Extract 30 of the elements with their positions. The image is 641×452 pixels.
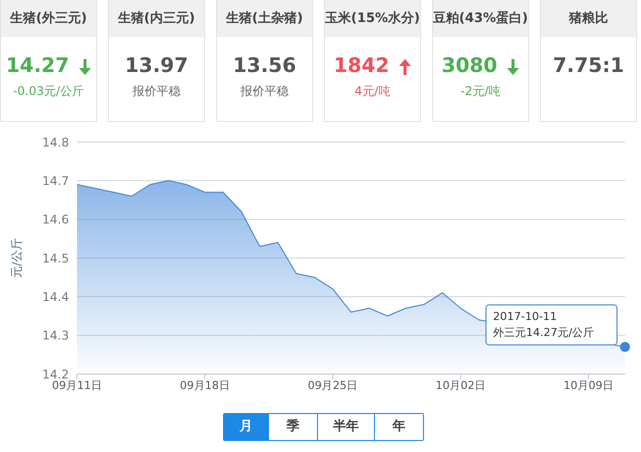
category-label: 生猪(内三元) bbox=[109, 0, 204, 37]
x-tick-label: 09月18日 bbox=[180, 378, 230, 392]
category-label: 猪粮比 bbox=[541, 0, 636, 37]
category-label: 生猪(土杂猪) bbox=[217, 0, 312, 37]
y-tick-label: 14.5 bbox=[42, 251, 69, 266]
text: 1842 4元/吨 bbox=[332, 53, 392, 100]
text: 季 bbox=[268, 414, 317, 440]
y-tick-label: 14.6 bbox=[42, 212, 69, 227]
y-tick-label: 14.3 bbox=[42, 328, 69, 343]
y-tick-label: 14.7 bbox=[42, 174, 69, 188]
category-label: 生猪(外三元) bbox=[1, 0, 96, 37]
text: 半年 bbox=[317, 414, 374, 440]
y-tick-label: 14.4 bbox=[42, 290, 69, 304]
category-label: 玉米(15%水分) bbox=[325, 0, 420, 37]
x-tick-label: 10月02日 bbox=[436, 378, 486, 392]
x-tick-label: 10月09日 bbox=[563, 378, 614, 392]
x-tick-label: 09月25日 bbox=[308, 378, 358, 392]
y-tick-label: 14.8 bbox=[42, 135, 69, 150]
text: 3080 -2元/吨 bbox=[440, 53, 502, 100]
annotation: 2017-10-11 外三元14.27元/公斤 bbox=[493, 310, 594, 339]
category-label: 豆粕(43%蛋白) bbox=[433, 0, 528, 37]
text: 7.75:1 bbox=[552, 53, 626, 77]
text: 月 bbox=[224, 414, 268, 440]
text: 13.56 报价平稳 bbox=[232, 53, 298, 100]
text: 年 bbox=[374, 414, 423, 440]
x-tick-label: 09月11日 bbox=[52, 378, 102, 392]
text: 13.97 报价平稳 bbox=[124, 53, 190, 100]
y-tick-label: 14.2 bbox=[42, 367, 69, 382]
y-axis-title: 元/公斤 bbox=[9, 238, 24, 278]
text: 14.27 -0.03元/公斤 bbox=[4, 53, 86, 100]
